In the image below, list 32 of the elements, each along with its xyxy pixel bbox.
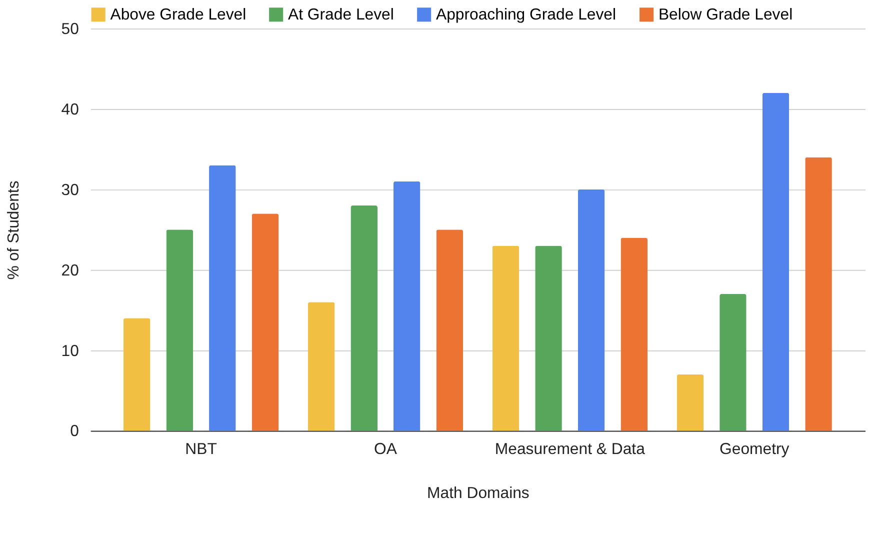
x-tick-label: Geometry bbox=[720, 441, 790, 458]
y-tick-label: 10 bbox=[61, 342, 80, 360]
legend-label: Below Grade Level bbox=[658, 6, 793, 24]
bar bbox=[209, 165, 236, 431]
x-tick-label: NBT bbox=[185, 441, 218, 458]
bar bbox=[805, 157, 832, 431]
y-tick-label: 50 bbox=[61, 21, 80, 38]
y-tick-label: 20 bbox=[61, 262, 80, 280]
bar bbox=[436, 230, 464, 431]
x-tick-label: Measurement & Data bbox=[494, 441, 646, 458]
bar bbox=[252, 214, 279, 431]
bar bbox=[492, 246, 520, 431]
bar bbox=[720, 294, 746, 431]
y-tick-label: 40 bbox=[61, 101, 80, 118]
x-axis-title: Math Domains bbox=[427, 484, 530, 502]
legend-label: Approaching Grade Level bbox=[436, 6, 616, 24]
bar bbox=[350, 206, 378, 431]
bar bbox=[578, 189, 605, 431]
bar bbox=[535, 246, 562, 431]
y-axis-title: % of Students bbox=[6, 180, 23, 280]
bar bbox=[123, 318, 150, 431]
bar bbox=[620, 238, 648, 431]
legend-label: At Grade Level bbox=[288, 6, 394, 24]
y-tick-label: 0 bbox=[70, 423, 80, 440]
bar bbox=[166, 230, 194, 431]
bar bbox=[762, 92, 790, 431]
bar bbox=[393, 181, 420, 431]
legend-label: Above Grade Level bbox=[110, 6, 246, 24]
x-tick-label: OA bbox=[374, 441, 398, 458]
bar bbox=[676, 374, 704, 431]
bar bbox=[308, 302, 335, 431]
y-tick-label: 30 bbox=[61, 182, 80, 199]
